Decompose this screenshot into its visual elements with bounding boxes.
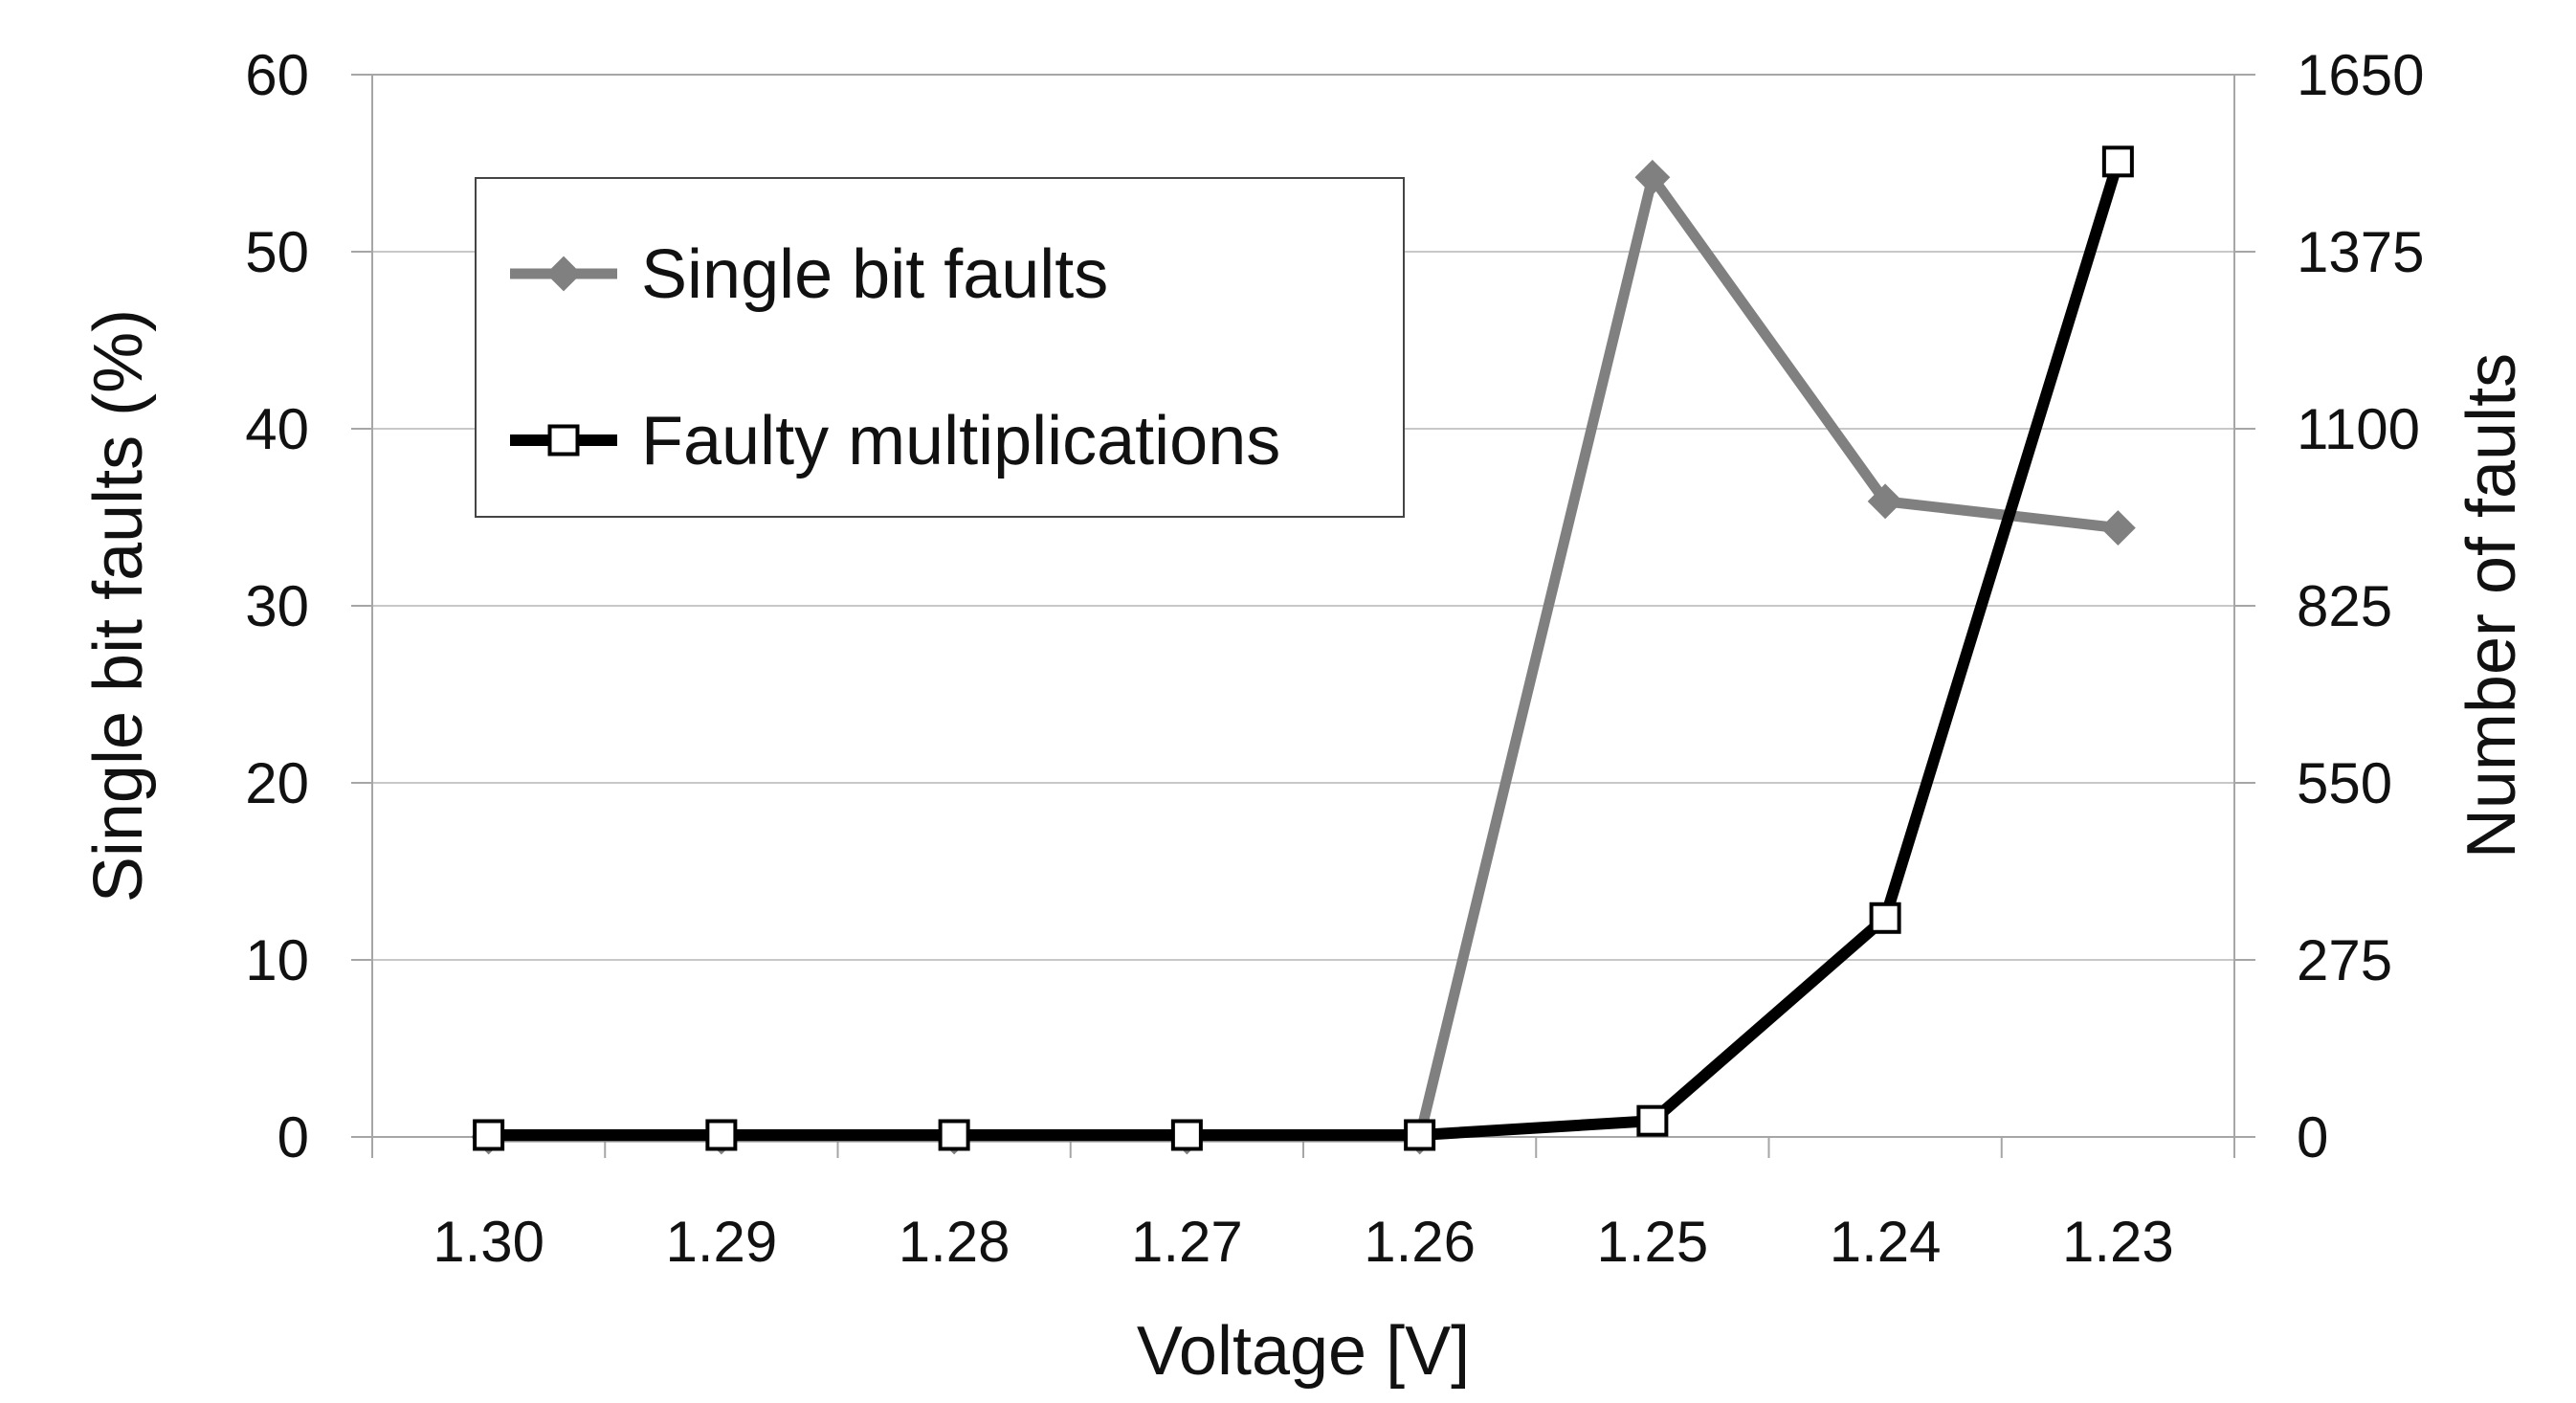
right-tick-label: 1650 — [2297, 43, 2424, 107]
legend-marker-square — [547, 424, 580, 457]
data-point-square — [1404, 1119, 1436, 1151]
legend-box — [475, 177, 1405, 518]
x-tick-label: 1.23 — [2062, 1210, 2174, 1274]
legend-items: Single bit faults Faulty multiplications — [510, 236, 1280, 479]
left-tick-label: 30 — [245, 574, 309, 638]
right-tick-label: 0 — [2297, 1105, 2328, 1169]
right-tick-label: 275 — [2297, 928, 2392, 992]
data-point-diamond — [2099, 510, 2136, 546]
x-axis-title: Voltage [V] — [1137, 1313, 1470, 1390]
x-tick-label: 1.25 — [1596, 1210, 1708, 1274]
data-point-square — [705, 1119, 738, 1151]
x-tick-label: 1.28 — [899, 1210, 1010, 1274]
legend-label: Faulty multiplications — [641, 403, 1280, 479]
left-tick-label: 0 — [278, 1105, 309, 1169]
x-tick-label: 1.30 — [433, 1210, 544, 1274]
right-tick-label: 550 — [2297, 751, 2392, 815]
x-tick-label: 1.26 — [1364, 1210, 1476, 1274]
left-tick-label: 40 — [245, 397, 309, 461]
right-axis-ticks: 0 275 550 825 1100 1375 1650 — [2234, 43, 2424, 1169]
right-tick-label: 1100 — [2297, 397, 2420, 461]
data-point-square — [2101, 145, 2134, 178]
left-axis-title: Single bit faults (%) — [80, 309, 157, 902]
left-tick-label: 10 — [245, 928, 309, 992]
data-point-diamond — [1867, 483, 1903, 520]
legend: Single bit faults Faulty multiplications — [475, 177, 1405, 518]
left-tick-label: 60 — [245, 43, 309, 107]
data-point-diamond — [1634, 159, 1671, 195]
x-axis-ticks: 1.30 1.29 1.28 1.27 1.26 1.25 1.24 1.23 — [371, 1137, 2235, 1274]
data-point-square — [1170, 1119, 1203, 1151]
left-axis-ticks: 0 10 20 30 40 50 60 — [245, 43, 372, 1169]
x-tick-label: 1.29 — [665, 1210, 777, 1274]
series-layer — [471, 145, 2136, 1155]
x-tick-label: 1.24 — [1830, 1210, 1942, 1274]
right-axis-title: Number of faults — [2454, 353, 2530, 858]
legend-marker-diamond — [545, 256, 582, 292]
data-point-square — [473, 1119, 505, 1151]
series-line — [488, 160, 2124, 1141]
data-point-square — [938, 1119, 970, 1151]
right-tick-label: 1375 — [2297, 220, 2424, 284]
data-point-square — [1636, 1104, 1669, 1137]
legend-label: Single bit faults — [641, 236, 1108, 313]
right-tick-label: 825 — [2297, 574, 2392, 638]
left-tick-label: 50 — [245, 220, 309, 284]
series-1 — [473, 145, 2134, 1151]
data-point-square — [1869, 902, 1901, 934]
left-tick-label: 20 — [245, 751, 309, 815]
x-tick-label: 1.27 — [1131, 1210, 1243, 1274]
